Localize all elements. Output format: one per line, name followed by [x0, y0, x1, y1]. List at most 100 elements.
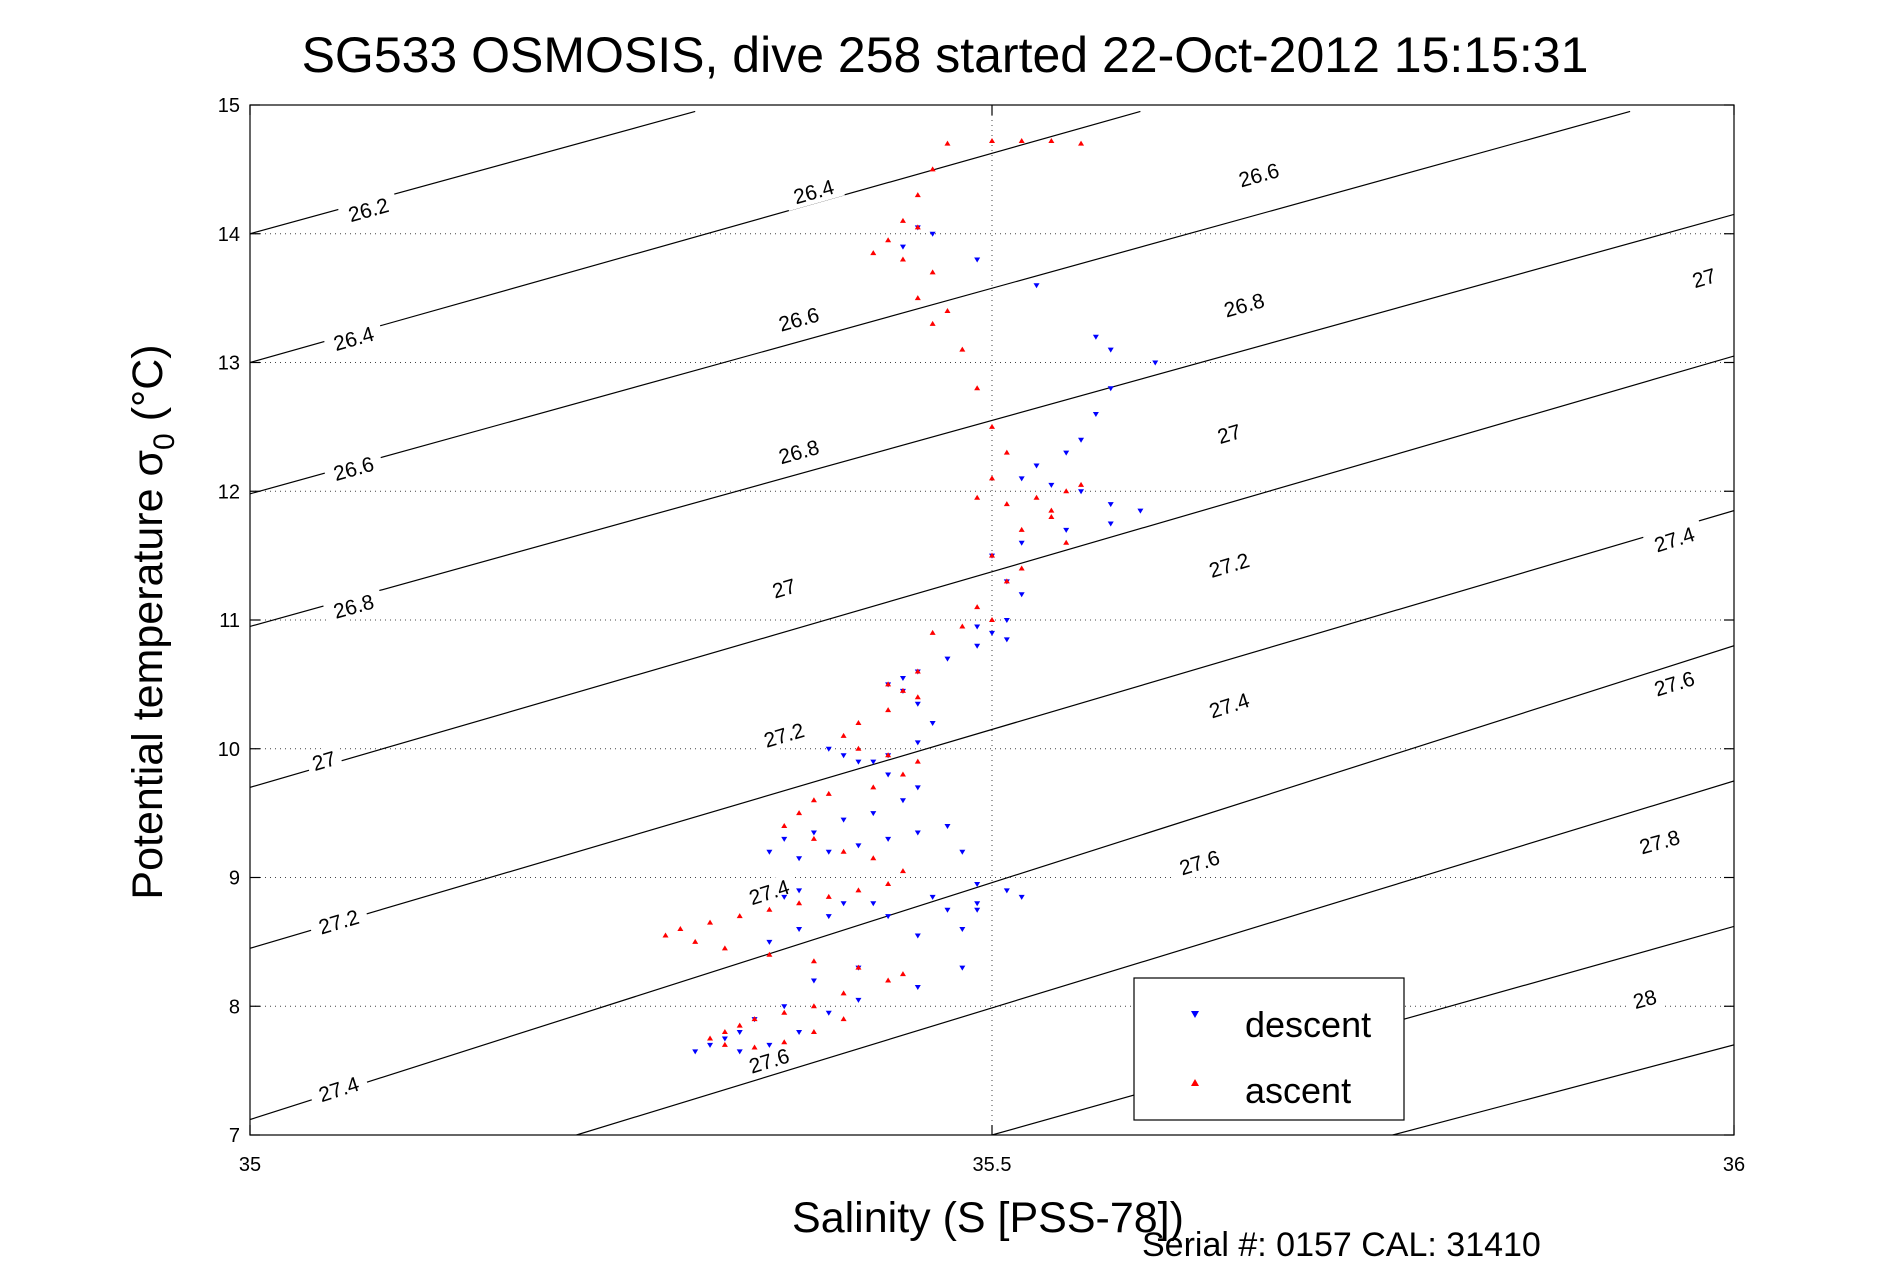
- contour-label-bg: [1643, 663, 1706, 704]
- descent-point: [974, 901, 981, 907]
- descent-point: [974, 643, 981, 649]
- ascent-point: [870, 855, 877, 861]
- descent-point: [810, 978, 817, 984]
- contour-label: 26.4: [331, 323, 377, 356]
- contour-label-bg: [322, 586, 385, 626]
- y-axis-label-unit: (°C): [124, 344, 172, 421]
- ascent-point: [721, 1041, 728, 1047]
- legend-ascent-label: ascent: [1245, 1070, 1351, 1111]
- descent-point: [810, 830, 817, 836]
- contour-label: 27.4: [1206, 689, 1252, 723]
- ascent-point: [929, 629, 936, 635]
- contour-label-bg: [1643, 518, 1706, 560]
- descent-point: [1003, 637, 1010, 643]
- ascent-point: [1048, 138, 1055, 144]
- ascent-point: [707, 1035, 714, 1041]
- ascent-point: [810, 797, 817, 803]
- ascent-point: [885, 681, 892, 687]
- contour-label: 26.6: [331, 453, 377, 486]
- y-tick-label: 15: [218, 95, 240, 117]
- descent-point: [825, 746, 832, 752]
- ascent-point: [1078, 481, 1085, 487]
- ascent-point: [721, 1029, 728, 1034]
- ascent-point: [929, 166, 936, 172]
- descent-point: [885, 836, 892, 842]
- ascent-point: [929, 320, 936, 326]
- ascent-point: [989, 138, 995, 144]
- ascent-point: [781, 823, 788, 828]
- ascent-point: [1003, 578, 1010, 584]
- ascent-point: [736, 913, 743, 919]
- ascent-point: [796, 810, 803, 816]
- descent-point: [796, 856, 803, 862]
- descent-point: [929, 721, 936, 726]
- ascent-point: [781, 1039, 788, 1045]
- ascent-point: [1018, 565, 1025, 571]
- legend-descent-marker: [1191, 1011, 1199, 1018]
- contour-line: [250, 110, 1141, 364]
- contour-label: 26.6: [776, 303, 822, 336]
- descent-point: [825, 1010, 832, 1016]
- contour-line: [250, 645, 1734, 1121]
- descent-point: [1018, 894, 1025, 900]
- descent-point: [796, 1030, 803, 1035]
- ascent-point: [692, 938, 699, 944]
- descent-point: [974, 624, 981, 630]
- ascent-point: [899, 771, 906, 777]
- contour-label-bg: [304, 744, 344, 777]
- ascent-point: [885, 977, 892, 983]
- ascent-point: [989, 423, 995, 429]
- ascent-point: [944, 140, 951, 146]
- descent-point: [1003, 888, 1010, 894]
- descent-point: [974, 257, 981, 263]
- contour-line: [250, 509, 1734, 949]
- ascent-point: [974, 494, 981, 500]
- ascent-point: [929, 269, 936, 275]
- y-tick-label: 10: [218, 739, 240, 761]
- legend: descent ascent: [1133, 977, 1405, 1121]
- descent-point: [855, 843, 862, 849]
- ascent-point: [781, 1009, 788, 1015]
- descent-point: [825, 914, 832, 920]
- descent-point: [855, 997, 862, 1003]
- ascent-point: [885, 237, 892, 243]
- descent-point: [1018, 540, 1025, 546]
- descent-point: [840, 817, 847, 823]
- ascent-point: [855, 745, 862, 751]
- ascent-point: [1048, 507, 1055, 513]
- ascent-point: [914, 758, 921, 764]
- contour-label-bg: [767, 432, 830, 471]
- data-series: [662, 138, 1159, 1055]
- descent-point: [766, 1042, 773, 1048]
- y-tick-label: 8: [229, 996, 240, 1018]
- descent-point: [1018, 592, 1025, 598]
- contour-label-bg: [1625, 982, 1665, 1015]
- ascent-point: [1063, 539, 1070, 545]
- descent-point: [1092, 334, 1099, 340]
- contour-label: 27.2: [316, 906, 362, 940]
- ascent-point: [914, 295, 921, 301]
- ascent-point: [855, 887, 862, 893]
- contour-label: 26.8: [1222, 289, 1268, 322]
- ascent-point: [810, 958, 817, 964]
- y-tick-label: 7: [229, 1125, 240, 1147]
- ascent-point: [974, 385, 981, 391]
- descent-point: [885, 914, 892, 920]
- descent-point: [929, 894, 936, 900]
- ascent-point: [840, 1016, 847, 1022]
- ascent-point: [810, 1003, 817, 1009]
- descent-point: [796, 888, 803, 894]
- ascent-point: [840, 732, 847, 738]
- ascent-point: [810, 835, 817, 841]
- contour-label-bg: [1212, 285, 1276, 325]
- ascent-point: [870, 250, 877, 256]
- descent-point: [885, 772, 892, 778]
- ascent-point: [1033, 494, 1040, 500]
- ascent-point: [885, 752, 892, 758]
- contour-label: 27.2: [761, 719, 807, 753]
- y-axis-label: Potential temperature σ0 (°C): [124, 344, 181, 899]
- ascent-point: [840, 848, 847, 854]
- ascent-point: [959, 346, 966, 352]
- descent-point: [899, 244, 906, 250]
